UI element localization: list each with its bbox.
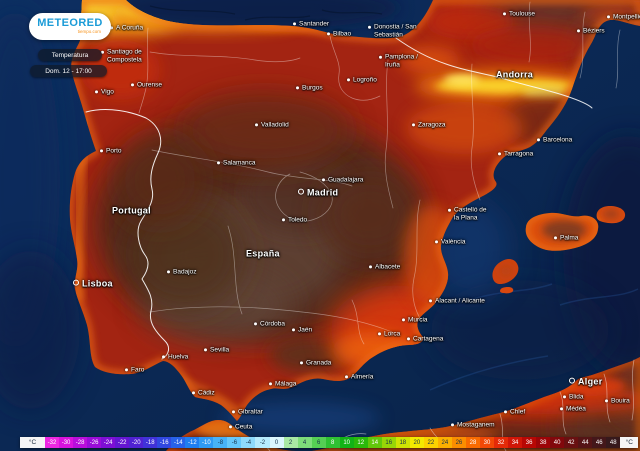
scale-segment: 16 (381, 437, 396, 448)
scale-segment: 44 (578, 437, 593, 448)
scale-segment: 46 (592, 437, 607, 448)
meteored-tagline: tiempo.com (77, 29, 101, 35)
scale-segment: 8 (325, 437, 340, 448)
scale-unit-box: °C (20, 437, 45, 448)
scale-segment: -22 (115, 437, 130, 448)
scale-segment: 4 (297, 437, 312, 448)
meteored-logo[interactable]: METEORED tiempo.com (29, 13, 111, 40)
scale-segment: 10 (339, 437, 354, 448)
scale-unit-box: °C (620, 437, 639, 448)
scale-segment: -2 (255, 437, 270, 448)
scale-segment: 26 (451, 437, 466, 448)
scale-segment: 6 (311, 437, 326, 448)
balearic-islands (492, 206, 626, 294)
scale-segment: 0 (269, 437, 284, 448)
scale-segment: 22 (423, 437, 438, 448)
scale-segment: 48 (606, 437, 621, 448)
scale-segment: -26 (87, 437, 102, 448)
scale-segment: 24 (437, 437, 452, 448)
scale-segment: 14 (367, 437, 382, 448)
scale-segment: 36 (522, 437, 537, 448)
scale-segment: 34 (508, 437, 523, 448)
scale-segment: -10 (199, 437, 214, 448)
scale-segment: 40 (550, 437, 565, 448)
scale-segment: -16 (157, 437, 172, 448)
scale-segment: -18 (143, 437, 158, 448)
scale-segment: -14 (171, 437, 186, 448)
scale-segment: 28 (465, 437, 480, 448)
scale-segment: 2 (283, 437, 298, 448)
scale-segment: -28 (73, 437, 88, 448)
scale-segment: -6 (227, 437, 242, 448)
scale-segment: 42 (564, 437, 579, 448)
country-borders (85, 1, 635, 451)
scale-segment: 20 (409, 437, 424, 448)
scale-segment: -12 (185, 437, 200, 448)
scale-segment: 32 (494, 437, 509, 448)
scale-segment: -8 (213, 437, 228, 448)
scale-segment: 30 (479, 437, 494, 448)
scale-segment: 38 (536, 437, 551, 448)
scale-segment: 12 (353, 437, 368, 448)
meteored-brand-text: METEORED (37, 17, 103, 30)
temperature-scale-legend: °C -32 -30 -28 -26 -24 -22 -20 -18 -16 -14 -12 -10 -8… (20, 437, 639, 448)
scale-segment: -4 (241, 437, 256, 448)
scale-segment: -24 (101, 437, 116, 448)
scale-segment: -20 (129, 437, 144, 448)
layer-selector[interactable]: Temperatura (38, 49, 102, 61)
scale-segment: -32 (45, 437, 60, 448)
scale-segment: 18 (395, 437, 410, 448)
scale-segment: -30 (59, 437, 74, 448)
datetime-selector[interactable]: Dom. 12 - 17:00 (30, 65, 107, 77)
